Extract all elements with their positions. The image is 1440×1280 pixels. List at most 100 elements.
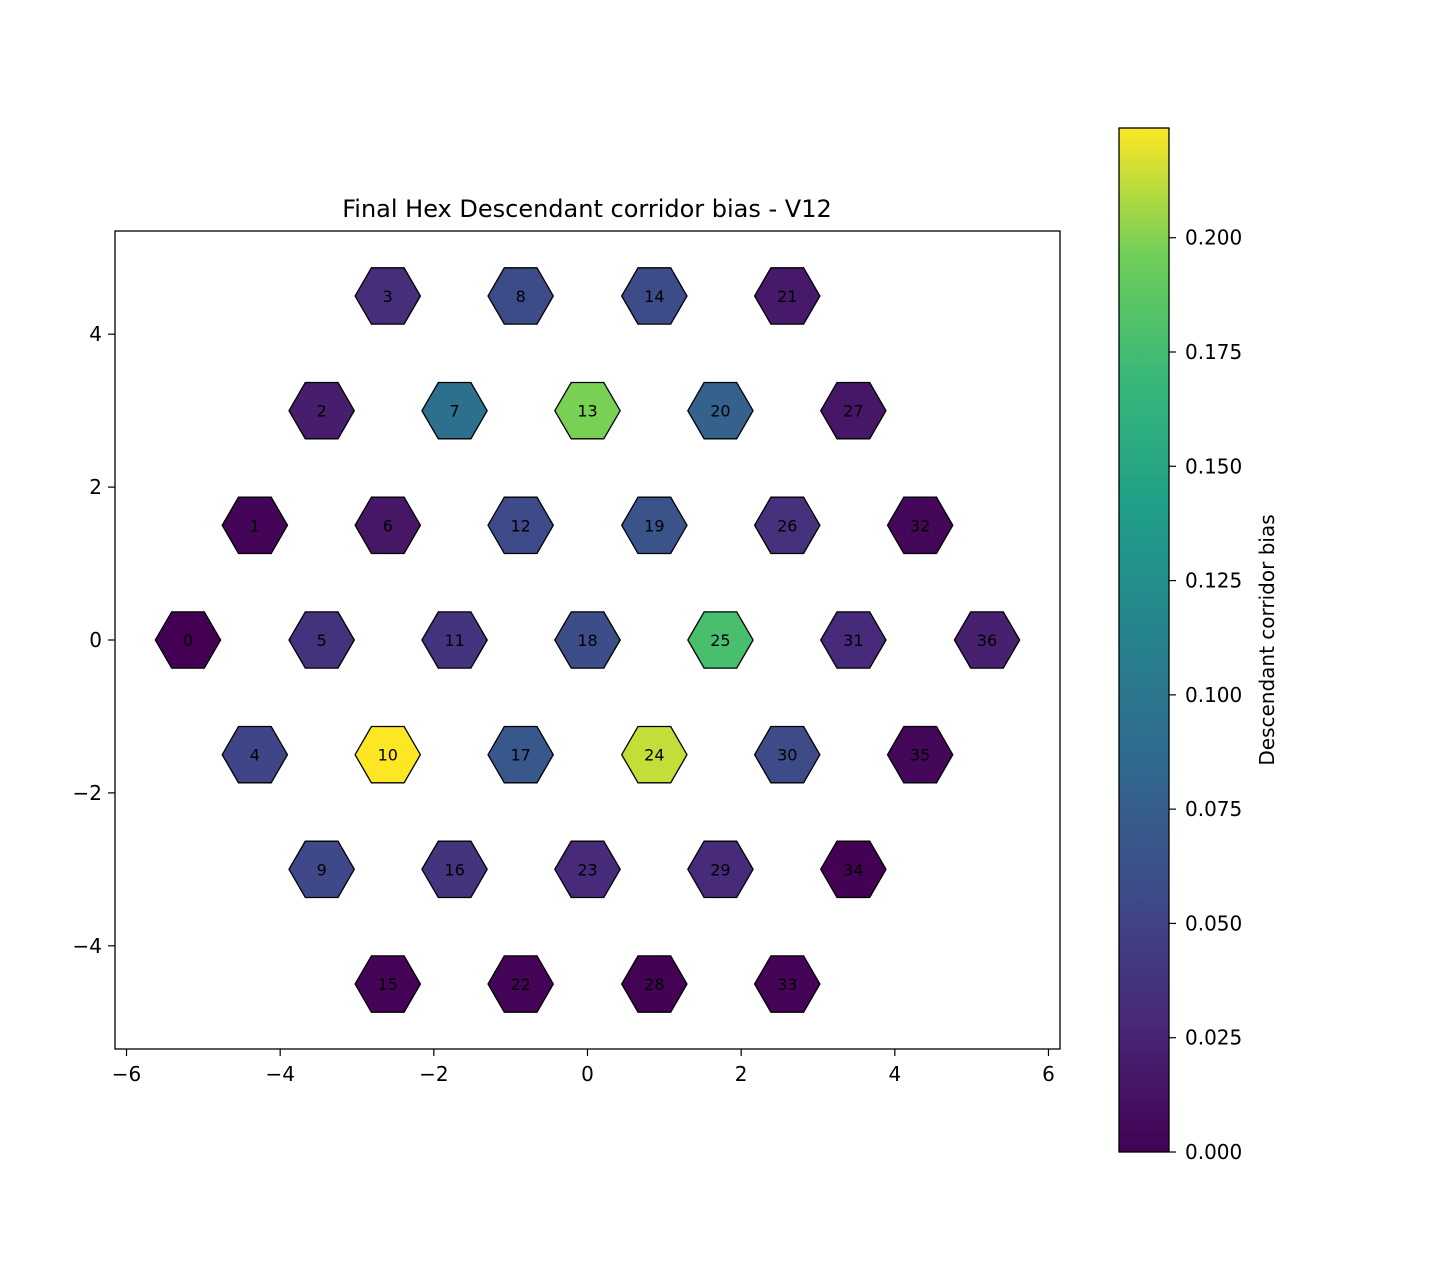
x-tick-label: −2	[419, 1062, 448, 1086]
hex-cell-label: 8	[516, 287, 526, 306]
hex-cell	[421, 611, 488, 669]
hex-cell	[288, 611, 356, 669]
hex-cell-label: 34	[843, 860, 863, 879]
colorbar-tick-label: 0.050	[1185, 911, 1242, 935]
hex-cell	[554, 381, 621, 440]
hex-cell-label: 9	[317, 860, 327, 879]
hex-cell-label: 27	[843, 402, 863, 421]
hex-cell-label: 12	[510, 516, 530, 535]
hex-cell-label: 1	[250, 516, 260, 535]
hex-cell-label: 2	[317, 402, 327, 421]
colorbar-tick-label: 0.100	[1185, 683, 1242, 707]
hex-cell	[819, 381, 887, 440]
hex-cell-label: 14	[644, 287, 664, 306]
hex-cell-label: 21	[777, 287, 797, 306]
colorbar-tick-label: 0.075	[1185, 797, 1242, 821]
hex-cell-label: 16	[444, 860, 464, 879]
colorbar-tick-label: 0.200	[1185, 226, 1242, 250]
hex-cell-label: 19	[644, 516, 664, 535]
hex-cell	[354, 496, 422, 555]
hex-cell	[753, 725, 821, 784]
chart-title: Final Hex Descendant corridor bias - V12	[342, 195, 832, 223]
x-tick-label: 4	[888, 1062, 901, 1086]
hex-cell-label: 0	[183, 631, 193, 650]
hex-cell	[819, 840, 887, 899]
hex-cell-label: 15	[378, 975, 398, 994]
colorbar-tick-label: 0.025	[1185, 1026, 1242, 1050]
hex-cell-label: 31	[843, 631, 863, 650]
hex-cell-label: 10	[378, 746, 398, 765]
colorbar-tick-label: 0.000	[1185, 1140, 1242, 1164]
hex-cell-label: 24	[644, 746, 664, 765]
hex-cell	[620, 955, 688, 1013]
x-tick-label: 6	[1042, 1062, 1055, 1086]
hex-cell	[288, 381, 356, 440]
hex-cells: 0123456789101112131415161718192021222324…	[154, 267, 1021, 1013]
hex-cell-label: 30	[777, 746, 797, 765]
hex-cell	[753, 496, 821, 555]
hex-cell	[554, 611, 621, 669]
hex-cell-label: 32	[910, 516, 930, 535]
hex-cell	[221, 725, 289, 784]
colorbar-tick-label: 0.175	[1185, 340, 1242, 364]
colorbar	[1118, 127, 1170, 1153]
hex-cell	[354, 267, 422, 325]
x-axis: −6 −4 −2 0 2 4 6	[112, 1049, 1055, 1086]
colorbar-ticks: 0.000 0.025 0.050 0.075 0.100 0.125 0.150 0.175…	[1169, 226, 1242, 1164]
hex-cell-label: 23	[577, 860, 597, 879]
hex-cell-label: 18	[577, 631, 597, 650]
y-tick-label: 0	[89, 628, 102, 652]
hex-cell-label: 6	[383, 516, 393, 535]
hex-cell	[221, 496, 289, 555]
hex-cell-label: 25	[710, 631, 730, 650]
hex-cell	[753, 267, 821, 325]
hex-cell-label: 22	[510, 975, 530, 994]
hex-cell	[554, 840, 621, 899]
hex-cell	[620, 267, 688, 325]
colorbar-tick-label: 0.125	[1185, 569, 1242, 593]
hex-cell	[953, 611, 1021, 669]
y-tick-label: −4	[73, 934, 102, 958]
hex-cell-label: 7	[449, 402, 459, 421]
y-tick-label: 2	[89, 475, 102, 499]
hex-cell-label: 5	[317, 631, 327, 650]
x-tick-label: 0	[581, 1062, 594, 1086]
y-axis: −4 −2 0 2 4	[73, 322, 115, 958]
hex-cell	[354, 725, 422, 784]
colorbar-tick-label: 0.150	[1185, 454, 1242, 478]
hex-cell	[687, 611, 754, 669]
hex-cell-label: 20	[710, 402, 730, 421]
hex-cell	[154, 611, 222, 669]
hex-cell	[886, 725, 954, 784]
hex-cell	[620, 496, 688, 555]
hex-cell	[487, 267, 555, 325]
x-tick-label: −4	[265, 1062, 294, 1086]
hex-cell	[753, 955, 821, 1013]
hex-cell	[354, 955, 422, 1013]
hex-cell	[421, 840, 488, 899]
hex-cell	[886, 496, 954, 555]
x-tick-label: 2	[735, 1062, 748, 1086]
y-tick-label: 4	[89, 322, 102, 346]
hex-cell-label: 26	[777, 516, 797, 535]
hex-cell	[687, 840, 754, 899]
hex-cell	[487, 496, 555, 555]
hex-cell	[819, 611, 887, 669]
hex-cell-label: 36	[977, 631, 997, 650]
hex-cell-label: 17	[510, 746, 530, 765]
hex-cell-label: 11	[444, 631, 464, 650]
hex-cell	[288, 840, 356, 899]
hex-cell-label: 28	[644, 975, 664, 994]
x-tick-label: −6	[112, 1062, 141, 1086]
hex-cell-label: 4	[250, 746, 260, 765]
y-tick-label: −2	[73, 781, 102, 805]
hex-cell-label: 3	[383, 287, 393, 306]
hex-cell-label: 33	[777, 975, 797, 994]
hex-cell	[487, 955, 555, 1013]
hex-cell-label: 29	[710, 860, 730, 879]
hex-cell-label: 35	[910, 746, 930, 765]
hex-cell	[620, 725, 688, 784]
colorbar-label: Descendant corridor bias	[1255, 514, 1279, 765]
hex-cell	[421, 381, 488, 440]
